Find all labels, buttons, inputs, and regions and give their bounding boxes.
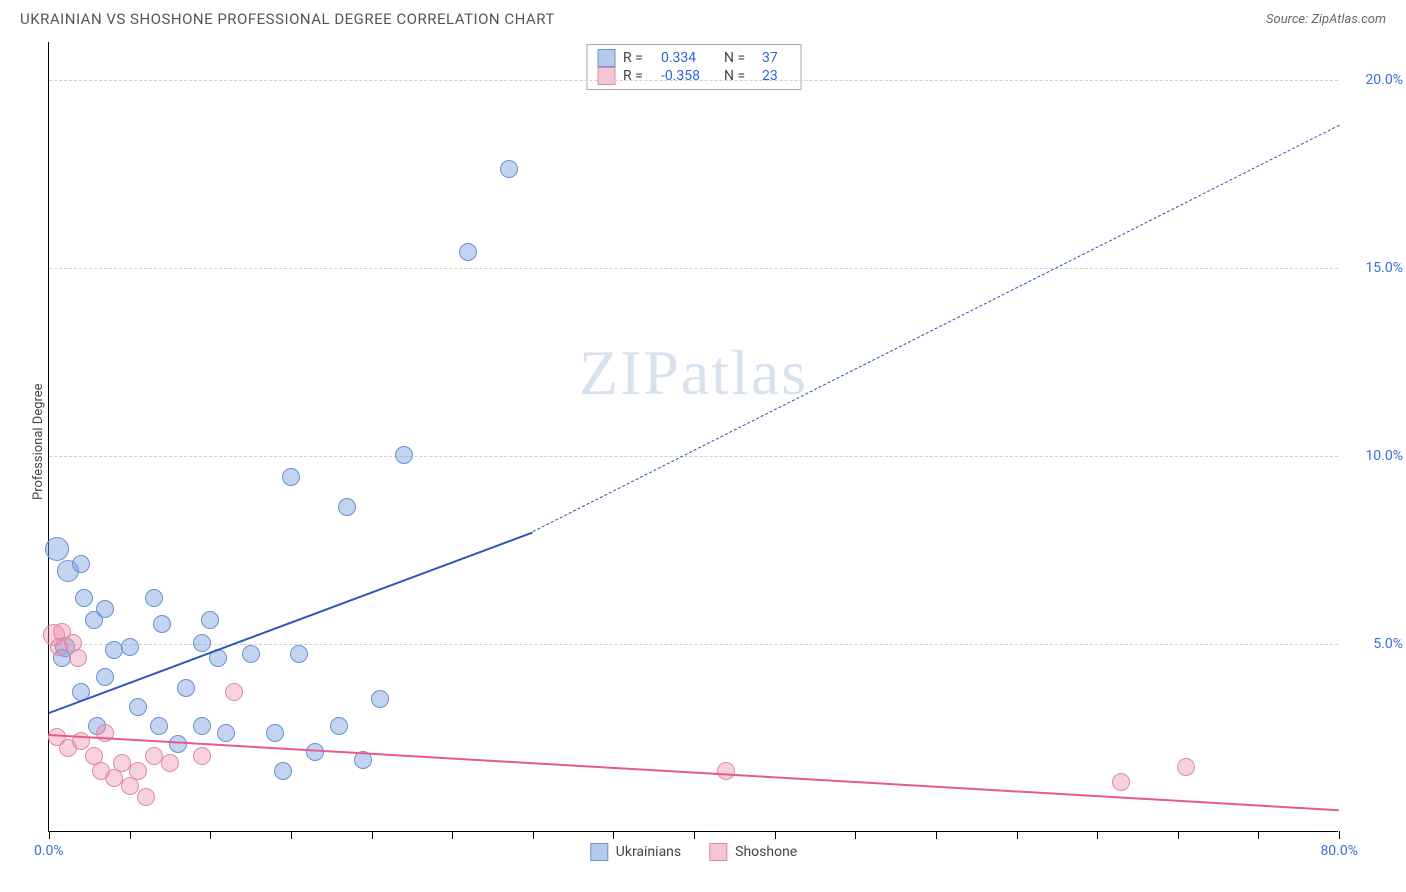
legend-item: Shoshone: [709, 843, 797, 861]
stat-r-label: R =: [623, 68, 653, 84]
scatter-point: [72, 555, 90, 573]
chart-source: Source: ZipAtlas.com: [1266, 12, 1386, 27]
chart-header: UKRAINIAN VS SHOSHONE PROFESSIONAL DEGRE…: [0, 0, 1406, 34]
scatter-point: [290, 645, 308, 663]
scatter-point: [145, 589, 163, 607]
gridline: [49, 644, 1338, 645]
watermark-text: ZIPatlas: [579, 337, 808, 408]
scatter-point: [371, 690, 389, 708]
x-tick: [452, 831, 453, 839]
scatter-point: [330, 717, 348, 735]
scatter-point: [169, 735, 187, 753]
legend-swatch: [597, 49, 615, 67]
scatter-point: [137, 788, 155, 806]
scatter-point: [282, 468, 300, 486]
scatter-point: [459, 243, 477, 261]
scatter-point: [121, 638, 139, 656]
chart-container: ZIPatlas Professional Degree R = 0.334 N =…: [0, 34, 1406, 884]
scatter-point: [193, 717, 211, 735]
bottom-legend: Ukrainians Shoshone: [590, 843, 797, 861]
y-axis-title: Professional Degree: [31, 383, 46, 500]
x-tick: [291, 831, 292, 839]
source-link[interactable]: ZipAtlas.com: [1311, 12, 1386, 27]
x-tick-label: 0.0%: [34, 843, 64, 859]
scatter-point: [129, 698, 147, 716]
scatter-point: [717, 762, 735, 780]
scatter-point: [177, 679, 195, 697]
scatter-point: [274, 762, 292, 780]
x-tick: [1178, 831, 1179, 839]
x-tick: [533, 831, 534, 839]
x-tick-label: 80.0%: [1320, 843, 1358, 859]
x-tick: [1017, 831, 1018, 839]
scatter-point: [1112, 773, 1130, 791]
scatter-point: [150, 717, 168, 735]
x-tick: [210, 831, 211, 839]
scatter-point: [225, 683, 243, 701]
x-tick: [130, 831, 131, 839]
trend-line: [49, 531, 533, 713]
gridline: [49, 80, 1338, 81]
scatter-point: [153, 615, 171, 633]
scatter-point: [395, 446, 413, 464]
trend-line: [533, 125, 1340, 532]
stats-legend-box: R = 0.334 N = 37 R = -0.358 N = 23: [586, 44, 801, 90]
watermark: ZIPatlas: [579, 336, 808, 410]
x-tick: [775, 831, 776, 839]
y-tick-label: 5.0%: [1373, 636, 1403, 652]
scatter-point: [201, 611, 219, 629]
scatter-point: [338, 498, 356, 516]
scatter-point: [1177, 758, 1195, 776]
stat-n-label: N =: [724, 68, 754, 84]
chart-title: UKRAINIAN VS SHOSHONE PROFESSIONAL DEGRE…: [20, 10, 555, 28]
scatter-point: [75, 589, 93, 607]
scatter-point: [306, 743, 324, 761]
legend-swatch: [590, 843, 608, 861]
stat-n-value: 23: [762, 68, 790, 84]
stats-row: R = -0.358 N = 23: [597, 67, 790, 85]
scatter-point: [121, 777, 139, 795]
x-tick: [613, 831, 614, 839]
scatter-point: [96, 668, 114, 686]
scatter-point: [72, 732, 90, 750]
legend-swatch: [597, 67, 615, 85]
stat-r-value: 0.334: [661, 50, 716, 66]
x-tick: [855, 831, 856, 839]
x-tick: [372, 831, 373, 839]
scatter-point: [193, 634, 211, 652]
scatter-point: [45, 537, 69, 561]
source-prefix: Source:: [1266, 12, 1311, 27]
scatter-point: [500, 160, 518, 178]
scatter-point: [193, 747, 211, 765]
legend-label: Shoshone: [735, 844, 797, 860]
scatter-point: [161, 754, 179, 772]
scatter-point: [242, 645, 260, 663]
y-tick-label: 10.0%: [1365, 448, 1403, 464]
x-tick: [1339, 831, 1340, 839]
x-tick: [936, 831, 937, 839]
stat-r-label: R =: [623, 50, 653, 66]
trend-line: [49, 734, 1339, 811]
x-tick: [1258, 831, 1259, 839]
y-tick-label: 15.0%: [1365, 260, 1403, 276]
scatter-point: [50, 638, 68, 656]
legend-item: Ukrainians: [590, 843, 681, 861]
x-tick: [694, 831, 695, 839]
stats-row: R = 0.334 N = 37: [597, 49, 790, 67]
x-tick: [49, 831, 50, 839]
stat-n-value: 37: [762, 50, 790, 66]
stat-r-value: -0.358: [661, 68, 716, 84]
gridline: [49, 268, 1338, 269]
scatter-point: [96, 600, 114, 618]
plot-area: ZIPatlas Professional Degree R =0.334N =…: [48, 42, 1338, 832]
legend-swatch: [709, 843, 727, 861]
scatter-point: [69, 649, 87, 667]
x-tick: [1097, 831, 1098, 839]
legend-label: Ukrainians: [616, 844, 681, 860]
scatter-point: [266, 724, 284, 742]
y-tick-label: 20.0%: [1365, 72, 1403, 88]
stat-n-label: N =: [724, 50, 754, 66]
scatter-point: [217, 724, 235, 742]
gridline: [49, 456, 1338, 457]
